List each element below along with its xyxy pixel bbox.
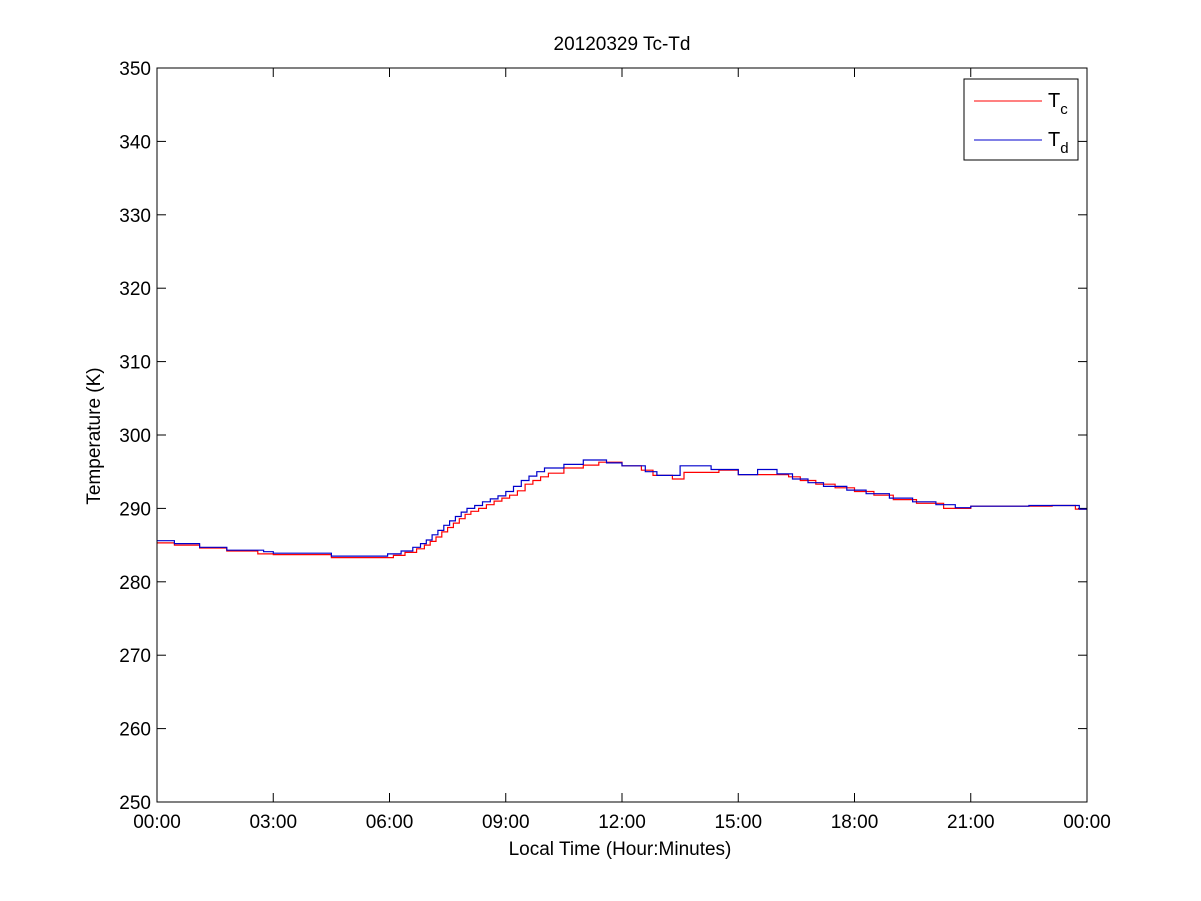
x-tick-label: 09:00 [482,812,530,833]
y-axis-label: Temperature (K) [84,367,105,504]
legend-label-td-base: T [1048,129,1060,151]
y-tick-label: 320 [119,279,151,300]
ticks-layer: 00:00 03:00 06:00 09:00 12:00 15:00 18:00 21:00… [119,59,1110,833]
y-tick-label: 290 [119,499,151,520]
chart-title: 20120329 Tc-Td [554,34,691,55]
legend-label-td-sub: d [1060,140,1068,157]
series-line-td [157,459,1087,557]
legend-label-tc-sub: c [1060,101,1068,118]
series-line-tc [157,461,1087,559]
y-tick-label: 330 [119,206,151,227]
y-tick-label: 280 [119,573,151,594]
x-tick-label: 00:00 [133,812,181,833]
y-tick-label: 340 [119,132,151,153]
y-tick-label: 250 [119,793,151,814]
x-tick-label: 06:00 [366,812,414,833]
legend-label-tc: Tc [1048,90,1068,118]
y-tick-label: 310 [119,353,151,374]
x-tick-label: 21:00 [947,812,995,833]
legend-label-td: Td [1048,129,1069,157]
legend-box [963,78,1079,161]
x-tick-label: 18:00 [831,812,879,833]
x-tick-label: 03:00 [249,812,297,833]
x-axis-label: Local Time (Hour:Minutes) [509,839,732,860]
series-layer [157,459,1087,559]
x-tick-label: 00:00 [1063,812,1111,833]
legend-label-tc-base: T [1048,90,1060,112]
y-tick-label: 350 [119,59,151,80]
plot-frame [156,67,1088,803]
y-tick-label: 300 [119,426,151,447]
x-tick-label: 12:00 [598,812,646,833]
y-tick-label: 260 [119,720,151,741]
legend: Tc Td [963,78,1079,161]
y-tick-label: 270 [119,646,151,667]
x-tick-label: 15:00 [714,812,762,833]
